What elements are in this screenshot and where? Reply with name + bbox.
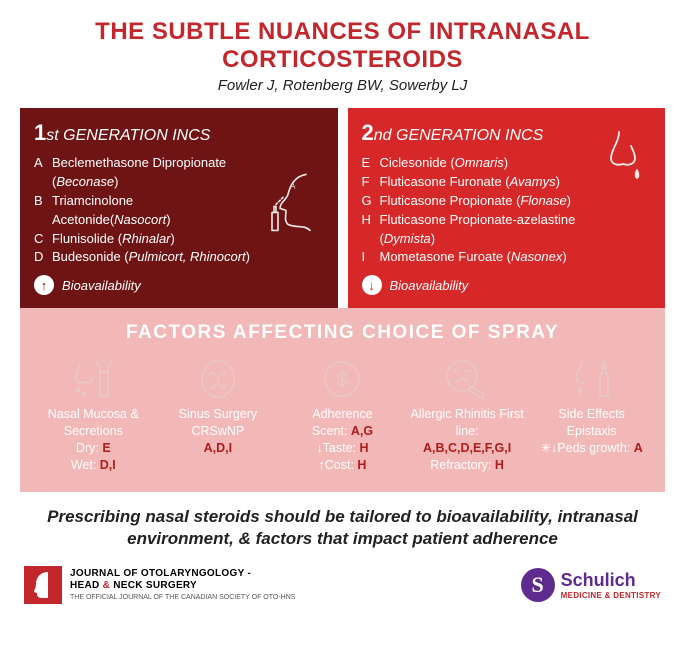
- conclusion-text: Prescribing nasal steroids should be tai…: [0, 492, 685, 560]
- factor-item: Side EffectsEpistaxis ✳↓Peds growth: A: [532, 356, 651, 474]
- svg-text:$: $: [337, 369, 348, 391]
- journal-logo: JOURNAL OF OTOLARYNGOLOGY - HEAD & NECK …: [24, 566, 295, 604]
- gen1-bioavailability: ↑ Bioavailability: [34, 275, 324, 295]
- factor-item: Nasal Mucosa & SecretionsDry: EWet: D,I: [34, 356, 153, 474]
- factor-item: Allergic Rhinitis First line: A,B,C,D,E,…: [408, 356, 527, 474]
- gen-list-item: HFluticasone Propionate-azelastine (Dymi…: [362, 211, 582, 249]
- gen-list-item: FFluticasone Furonate (Avamys): [362, 173, 582, 192]
- factors-title: FACTORS AFFECTING CHOICE OF SPRAY: [34, 322, 651, 344]
- factor-icon: [408, 356, 527, 402]
- gen-list-item: BTriamcinolone Acetonide(Nasocort): [34, 192, 254, 230]
- arrow-down-icon: ↓: [362, 275, 382, 295]
- journal-head-icon: [24, 566, 62, 604]
- gen-list-item: IMometasone Furoate (Nasonex): [362, 248, 582, 267]
- gen-list-item: DBudesonide (Pulmicort, Rhinocort): [34, 248, 254, 267]
- schulich-logo: S Schulich MEDICINE & DENTISTRY: [521, 568, 661, 602]
- factor-icon: [532, 356, 651, 402]
- nose-drip-icon: [601, 128, 651, 188]
- schulich-s-icon: S: [521, 568, 555, 602]
- factors-row: Nasal Mucosa & SecretionsDry: EWet: D,IS…: [34, 356, 651, 474]
- page-title: THE SUBTLE NUANCES OF INTRANASAL CORTICO…: [0, 0, 685, 77]
- gen-list-item: GFluticasone Propionate (Flonase): [362, 192, 582, 211]
- arrow-up-icon: ↑: [34, 275, 54, 295]
- factors-section: FACTORS AFFECTING CHOICE OF SPRAY Nasal …: [20, 308, 665, 492]
- gen-list-item: ABeclemethasone Diprop­ionate (Beconase): [34, 154, 254, 192]
- gen-list-item: ECiclesonide (Omnaris): [362, 154, 582, 173]
- nasal-spray-face-icon: A: [260, 169, 324, 241]
- gen1-title: 1st GENERATION INCS: [34, 120, 324, 146]
- factor-icon: [34, 356, 153, 402]
- journal-text: JOURNAL OF OTOLARYNGOLOGY - HEAD & NECK …: [70, 568, 295, 602]
- gen2-bioavailability: ↓ Bioavailability: [362, 275, 652, 295]
- gen1-box: 1st GENERATION INCS ABeclemethasone Dipr…: [20, 108, 338, 308]
- generation-row: 1st GENERATION INCS ABeclemethasone Dipr…: [0, 108, 685, 308]
- gen-list-item: CFlunisolide (Rhinalar): [34, 230, 254, 249]
- factor-icon: $: [283, 356, 402, 402]
- svg-text:A: A: [290, 182, 296, 191]
- footer: JOURNAL OF OTOLARYNGOLOGY - HEAD & NECK …: [0, 560, 685, 614]
- gen2-box: 2nd GENERATION INCS ECiclesonide (Omnari…: [348, 108, 666, 308]
- authors: Fowler J, Rotenberg BW, Sowerby LJ: [0, 77, 685, 108]
- factor-item: Sinus Surgery CRSwNP A,D,I: [159, 356, 278, 474]
- factor-item: $AdherenceScent: A,G↓Taste: H↑Cost: H: [283, 356, 402, 474]
- factor-icon: [159, 356, 278, 402]
